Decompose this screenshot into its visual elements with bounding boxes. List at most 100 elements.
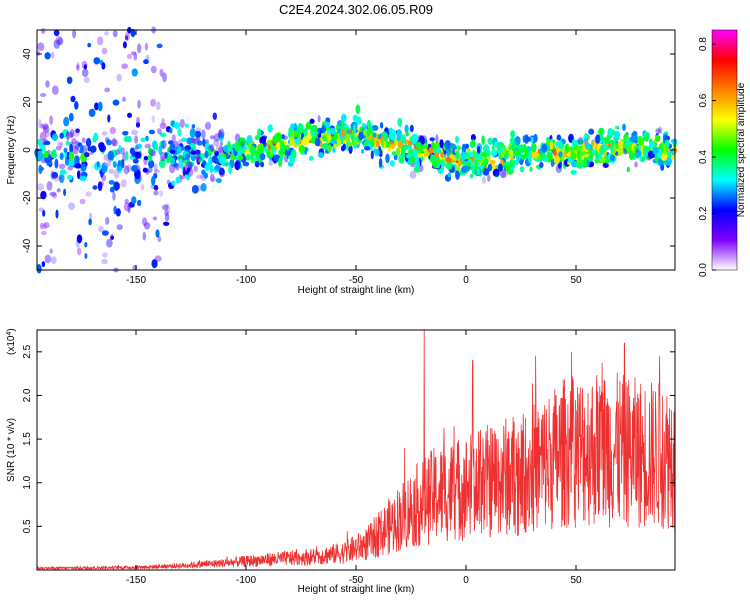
heatmap-cell	[329, 127, 336, 135]
heatmap-cell	[46, 181, 53, 191]
heatmap-cell	[58, 163, 66, 170]
heatmap-cell	[107, 160, 112, 167]
heatmap-cell	[76, 64, 80, 70]
heatmap-cell	[211, 155, 218, 163]
heatmap-y-tick-label: 40	[22, 48, 33, 60]
heatmap-cell	[598, 127, 605, 136]
heatmap-cell	[74, 140, 81, 150]
heatmap-cell	[483, 158, 489, 166]
heatmap-cell	[88, 212, 93, 220]
heatmap-cell	[238, 137, 245, 146]
heatmap-cell	[290, 149, 297, 159]
heatmap-cell	[69, 128, 75, 138]
heatmap-cell	[219, 141, 223, 147]
heatmap-cell	[553, 154, 561, 165]
heatmap-cell	[97, 36, 104, 46]
heatmap-cell	[531, 142, 537, 153]
heatmap-cell	[301, 139, 308, 146]
heatmap-cell	[51, 192, 58, 199]
heatmap-cell	[63, 188, 67, 197]
heatmap-cell	[76, 64, 80, 70]
heatmap-cell	[111, 139, 119, 147]
heatmap-cell	[655, 128, 662, 134]
heatmap-cell	[101, 258, 108, 265]
heatmap-cell	[50, 52, 55, 59]
heatmap-cell	[476, 167, 481, 176]
heatmap-cell	[163, 221, 170, 226]
heatmap-cell	[40, 123, 44, 129]
heatmap-cell	[246, 135, 253, 144]
heatmap-cell	[216, 178, 222, 183]
heatmap-cell	[355, 104, 361, 115]
heatmap-y-ticks: -40 -20 0 20 40	[22, 48, 675, 253]
heatmap-cell	[144, 42, 148, 51]
heatmap-cell	[162, 204, 169, 211]
heatmap-cell	[142, 231, 147, 241]
snr-x-ticks: -150 -100 -50 0 50	[126, 330, 582, 586]
heatmap-cell	[375, 149, 380, 156]
heatmap-cell	[132, 158, 139, 164]
heatmap-cell	[577, 137, 584, 145]
heatmap-cell	[109, 126, 117, 135]
heatmap-cell	[520, 154, 526, 161]
heatmap-cell	[184, 145, 192, 151]
heatmap-x-tick-label: -150	[126, 275, 146, 286]
heatmap-cell	[589, 151, 593, 161]
heatmap-cell	[417, 135, 424, 140]
heatmap-cell	[381, 138, 385, 148]
heatmap-cell	[53, 39, 60, 49]
heatmap-cell	[118, 144, 122, 155]
heatmap-cell	[310, 136, 316, 144]
heatmap-cell	[157, 128, 162, 135]
heatmap-cell	[333, 132, 338, 140]
heatmap-cell	[145, 135, 149, 142]
heatmap-cell	[550, 159, 555, 167]
heatmap-cell	[79, 198, 86, 205]
heatmap-cell	[57, 141, 63, 146]
heatmap-cell	[346, 129, 351, 135]
heatmap-cell	[136, 116, 140, 126]
heatmap-cell	[294, 131, 298, 138]
heatmap-cell	[130, 28, 136, 38]
heatmap-cell	[68, 151, 75, 161]
heatmap-cell	[388, 132, 394, 139]
heatmap-cell	[435, 148, 442, 154]
heatmap-cell	[147, 167, 153, 173]
heatmap-cell	[112, 191, 116, 201]
heatmap-cell	[660, 153, 668, 161]
heatmap-cell	[77, 247, 82, 256]
heatmap-cell	[372, 125, 379, 131]
heatmap-cell	[84, 242, 88, 248]
heatmap-cell	[179, 118, 185, 128]
heatmap-cell	[151, 259, 158, 269]
heatmap-cell	[126, 53, 132, 60]
heatmap-cell	[234, 133, 241, 143]
heatmap-cell	[55, 35, 63, 45]
heatmap-cell	[340, 120, 345, 128]
heatmap-cell	[69, 143, 73, 154]
heatmap-cell	[162, 72, 167, 83]
heatmap-cell	[97, 101, 103, 112]
heatmap-cell	[67, 174, 73, 180]
heatmap-cell	[210, 177, 218, 182]
heatmap-cell	[154, 142, 159, 151]
heatmap-cell	[284, 147, 292, 157]
heatmap-cell	[143, 156, 149, 161]
heatmap-cell	[123, 136, 130, 143]
heatmap-cell	[542, 154, 549, 162]
snr-y-axis-label: SNR (10 * v/v)	[6, 418, 17, 482]
heatmap-cell	[256, 152, 261, 163]
heatmap-cell	[43, 126, 46, 132]
heatmap-cell	[116, 224, 123, 231]
heatmap-cell	[254, 160, 260, 168]
heatmap-cell	[50, 256, 57, 265]
heatmap-cell	[110, 235, 114, 240]
heatmap-cell	[43, 222, 47, 230]
heatmap-cell	[59, 132, 64, 139]
heatmap-cell	[162, 204, 169, 211]
heatmap-cell	[480, 164, 485, 171]
heatmap-cell	[122, 131, 129, 136]
heatmap-cell	[57, 37, 64, 46]
heatmap-cell	[492, 168, 500, 177]
heatmap-cell	[101, 47, 108, 55]
